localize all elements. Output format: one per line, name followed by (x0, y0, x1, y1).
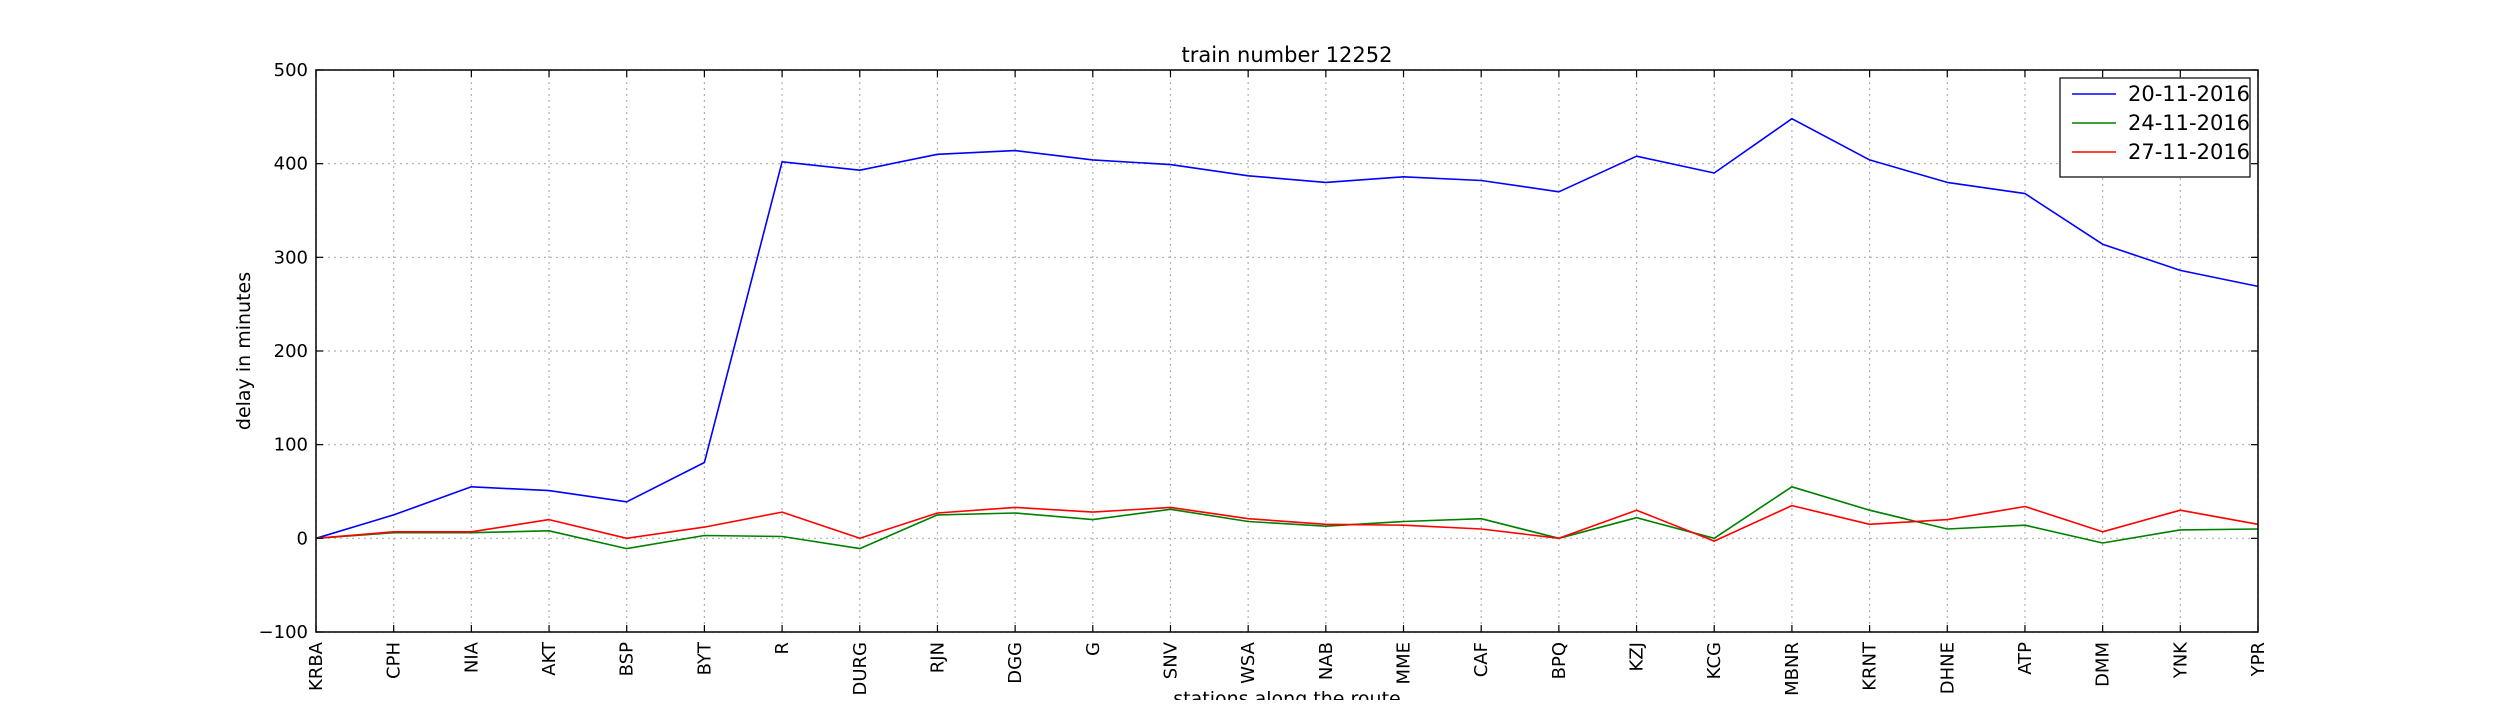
x-tick-label: CPH (384, 642, 405, 679)
legend-label: 20-11-2016 (2128, 82, 2250, 106)
x-tick-label: DHNE (1937, 642, 1958, 694)
series-lines (315, 117, 2259, 550)
x-tick-label: KRNT (1860, 641, 1881, 691)
x-tick-label: KRBA (306, 641, 327, 691)
x-tick-label: DGG (1005, 642, 1026, 684)
x-tick-label: KZJ (1627, 642, 1648, 671)
y-tick-label: 400 (274, 154, 308, 175)
legend: 20-11-2016 24-11-2016 27-11-2016 (2059, 77, 2251, 178)
x-tick-label: YNK (2170, 641, 2191, 679)
legend-label: 27-11-2016 (2128, 140, 2250, 164)
chart-title: train number 12252 (1182, 43, 1393, 67)
x-tick-label: ATP (2015, 642, 2036, 675)
x-tick-label: G (1083, 642, 1104, 656)
x-axis-label: stations along the route (1173, 688, 1400, 700)
x-tick-label: AKT (539, 641, 560, 676)
x-tick-label: MBNR (1782, 642, 1803, 696)
x-tick-label: DMM (2093, 642, 2114, 687)
y-tick-label: −100 (259, 622, 308, 643)
x-tick-label: BPQ (1549, 642, 1570, 679)
x-tick-label: R (772, 642, 793, 655)
series-line-27-11-2016 (315, 504, 2259, 542)
x-tick-label: DURG (850, 642, 871, 696)
x-tick-label: CAF (1471, 642, 1492, 677)
axis-ticks: KRBA CPH NIA AKT BSP BYT R DURG RJN DGG G SNV WSA NAB… (259, 60, 2269, 696)
x-tick-label: RJN (927, 642, 948, 673)
y-tick-label: 500 (274, 60, 308, 81)
x-tick-label: WSA (1238, 641, 1259, 684)
x-tick-label: BSP (617, 642, 638, 676)
x-tick-label: NAB (1316, 642, 1337, 680)
x-tick-label: KCG (1704, 642, 1725, 679)
series-line-24-11-2016 (315, 485, 2259, 550)
x-tick-label: YPR (2248, 642, 2269, 677)
x-tick-label: MME (1394, 642, 1415, 684)
x-tick-label: SNV (1160, 641, 1181, 679)
legend-label: 24-11-2016 (2128, 111, 2250, 135)
y-tick-label: 200 (274, 341, 308, 362)
series-line-20-11-2016 (315, 117, 2259, 540)
y-axis-label: delay in minutes (233, 272, 255, 430)
x-tick-label: NIA (461, 641, 482, 673)
y-tick-label: 100 (274, 435, 308, 456)
x-tick-label: BYT (694, 641, 715, 675)
y-tick-label: 0 (297, 528, 308, 549)
y-tick-label: 300 (274, 247, 308, 268)
grid (315, 69, 2259, 633)
